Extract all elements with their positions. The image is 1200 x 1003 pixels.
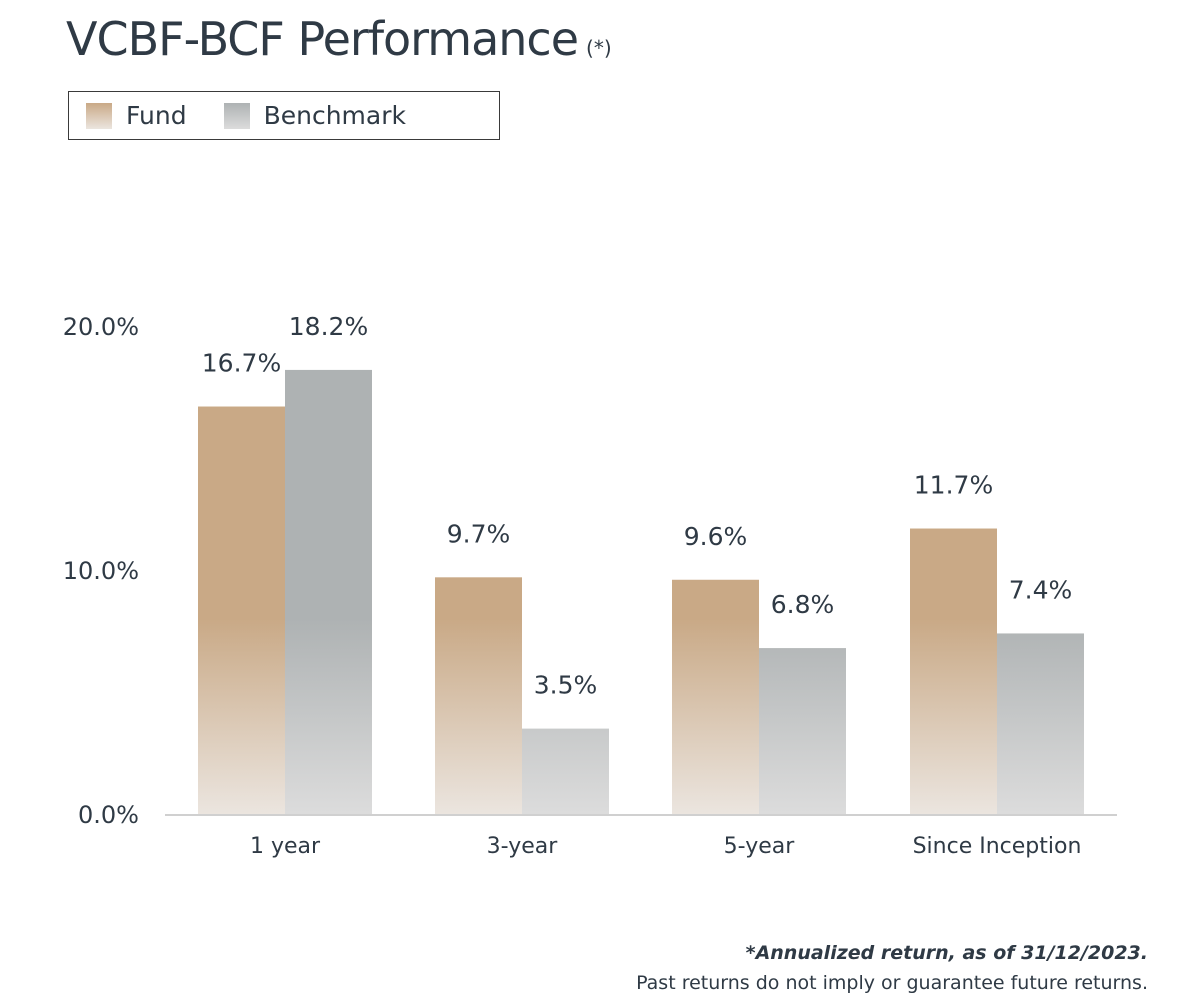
bar-fund [672,579,759,814]
legend-swatch-fund [86,102,112,129]
chart-title: VCBF-BCF Performance (*) [66,12,612,66]
data-label-benchmark: 6.8% [771,590,835,619]
data-label-benchmark: 7.4% [1009,575,1073,604]
bar-benchmark [285,369,372,814]
data-label-benchmark: 18.2% [289,312,368,341]
x-tick-label: 1 year [250,834,321,859]
data-label-fund: 9.6% [684,522,748,551]
bar-fund [910,528,997,814]
data-label-fund: 16.7% [202,349,281,378]
chart-title-text: VCBF-BCF Performance [66,12,579,66]
bar-benchmark [759,648,846,814]
y-tick-label: 0.0% [78,801,139,829]
y-tick-label: 20.0% [63,313,139,341]
chart-legend: Fund Benchmark [68,91,500,140]
bar-fund [435,577,522,814]
legend-label-benchmark: Benchmark [263,101,406,130]
footnote-disclaimer: Past returns do not imply or guarantee f… [636,972,1148,994]
legend-item-benchmark: Benchmark [223,101,406,130]
data-label-benchmark: 3.5% [534,671,598,700]
bar-benchmark [997,633,1084,814]
chart-title-note: (*) [586,36,612,60]
data-label-fund: 9.7% [447,519,511,548]
data-label-fund: 11.7% [914,471,993,500]
x-tick-label: 3-year [487,834,559,859]
legend-label-fund: Fund [126,101,187,130]
legend-swatch-benchmark [223,102,250,129]
bar-benchmark [522,728,609,814]
y-tick-label: 10.0% [63,557,139,585]
x-tick-label: Since Inception [913,834,1082,859]
bar-fund [198,406,285,814]
legend-item-fund: Fund [86,101,187,130]
x-tick-label: 5-year [724,834,796,859]
footnote-annualized: *Annualized return, as of 31/12/2023. [745,942,1148,964]
